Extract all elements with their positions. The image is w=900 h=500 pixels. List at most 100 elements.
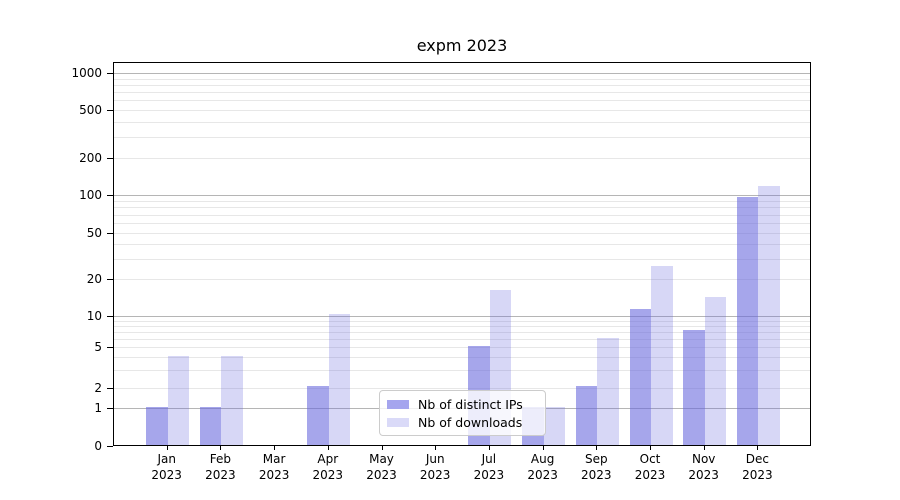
gridline-minor [114, 214, 810, 216]
gridline-minor [114, 279, 810, 281]
x-tick-mark [381, 446, 383, 450]
gridline-minor [114, 121, 810, 123]
bar-nb-of-distinct-ips-feb-2023 [199, 406, 222, 445]
legend-swatch-distinct-ips [387, 399, 409, 409]
x-tick-label: May 2023 [349, 451, 415, 483]
y-tick-label: 50 [86, 225, 102, 240]
x-tick-label-line: 2023 [688, 468, 719, 482]
x-tick-label-line: May [369, 452, 394, 466]
y-tick-label: 2 [94, 380, 102, 395]
gridline-minor [114, 369, 810, 371]
x-tick-label: Jul 2023 [456, 451, 522, 483]
x-tick-mark [703, 446, 705, 450]
gridline-minor [114, 100, 810, 102]
x-tick-label-line: Aug [530, 452, 555, 466]
gridline-minor [114, 136, 810, 138]
legend-label-distinct-ips: Nb of distinct IPs [418, 396, 523, 412]
y-tick-mark [107, 232, 113, 234]
legend-swatch-downloads [387, 417, 409, 427]
bar-nb-of-downloads-oct-2023 [651, 266, 673, 445]
y-tick-label: 100 [79, 188, 102, 203]
x-tick-label-line: 2023 [366, 468, 397, 482]
x-tick-label: Sep 2023 [563, 451, 629, 483]
legend-row-distinct-ips: Nb of distinct IPs [387, 397, 537, 412]
y-tick-mark [107, 110, 113, 111]
y-tick-mark [107, 347, 113, 349]
x-tick-label-line: Apr [317, 452, 339, 466]
x-tick-label-line: 2023 [634, 468, 666, 482]
x-tick-mark [220, 446, 222, 450]
bar-nb-of-distinct-ips-dec-2023 [736, 196, 759, 445]
y-tick-mark [107, 445, 113, 447]
bar-nb-of-distinct-ips-oct-2023 [629, 309, 651, 445]
gridline-minor [114, 232, 810, 234]
y-tick-label: 1 [94, 401, 102, 415]
bar-nb-of-distinct-ips-apr-2023 [307, 386, 329, 445]
x-tick-label-line: Jun [425, 452, 445, 466]
gridline-minor [114, 331, 810, 333]
x-tick-mark [488, 446, 490, 450]
x-tick-mark [757, 446, 759, 450]
gridline-minor [114, 387, 810, 389]
x-tick-mark [327, 446, 329, 450]
gridline-major [114, 315, 810, 317]
x-tick-label-line: 2023 [473, 468, 505, 482]
x-tick-label-line: Feb [209, 452, 232, 466]
gridline-minor [114, 222, 810, 224]
x-tick-label-line: Dec [745, 452, 769, 466]
x-tick-mark [274, 446, 276, 450]
y-tick-label: 500 [79, 103, 102, 117]
x-tick-label-line: Jan [157, 452, 176, 466]
y-tick-mark [107, 158, 113, 160]
gridline-major [114, 195, 810, 197]
bar-nb-of-downloads-aug-2023 [543, 406, 566, 445]
x-tick-label: Dec 2023 [724, 451, 790, 483]
y-tick-label: 1000 [71, 66, 102, 81]
bar-nb-of-downloads-jan-2023 [167, 355, 190, 445]
x-tick-label-line: 2023 [742, 468, 773, 482]
x-tick-label: Oct 2023 [617, 451, 683, 483]
gridline-minor [114, 338, 810, 340]
bar-nb-of-distinct-ips-jan-2023 [146, 406, 168, 445]
x-tick-label-line: 2023 [419, 468, 451, 482]
x-tick-mark [435, 446, 437, 450]
legend: Nb of distinct IPs Nb of downloads [379, 390, 546, 436]
x-tick-label: Aug 2023 [510, 451, 576, 483]
x-tick-label: Mar 2023 [241, 451, 307, 483]
gridline-minor [114, 258, 810, 260]
bar-nb-of-downloads-dec-2023 [758, 186, 780, 445]
bar-nb-of-downloads-nov-2023 [704, 296, 727, 445]
gridline-minor [114, 85, 810, 87]
y-tick-mark [107, 279, 113, 281]
gridline-minor [114, 347, 810, 349]
y-tick-mark [107, 387, 113, 389]
gridline-minor [114, 92, 810, 94]
gridline-minor [114, 158, 810, 160]
y-tick-label: 0 [94, 438, 102, 453]
gridline-minor [114, 325, 810, 327]
x-tick-label: Feb 2023 [187, 451, 253, 483]
gridline-minor [114, 78, 810, 80]
gridline-minor [114, 207, 810, 209]
bar-nb-of-distinct-ips-sep-2023 [575, 386, 598, 445]
x-tick-label-line: Jul [481, 452, 497, 466]
x-tick-label-line: 2023 [205, 468, 236, 482]
legend-label-downloads: Nb of downloads [418, 414, 523, 430]
x-tick-label-line: Nov [691, 452, 716, 466]
gridline-minor [114, 320, 810, 322]
x-tick-label: Apr 2023 [295, 451, 361, 483]
x-tick-mark [542, 446, 544, 450]
y-tick-mark [107, 195, 113, 197]
y-tick-label: 10 [86, 308, 102, 323]
gridline-minor [114, 110, 810, 111]
bar-nb-of-downloads-sep-2023 [597, 337, 619, 445]
y-tick-mark [107, 73, 113, 75]
x-tick-label: Jun 2023 [402, 451, 468, 483]
gridline-minor [114, 244, 810, 246]
x-tick-label-line: Sep [584, 452, 608, 466]
legend-row-downloads: Nb of downloads [387, 415, 537, 430]
x-tick-label-line: 2023 [151, 468, 182, 482]
x-tick-label-line: Oct [639, 452, 661, 466]
x-tick-label-line: 2023 [581, 468, 612, 482]
